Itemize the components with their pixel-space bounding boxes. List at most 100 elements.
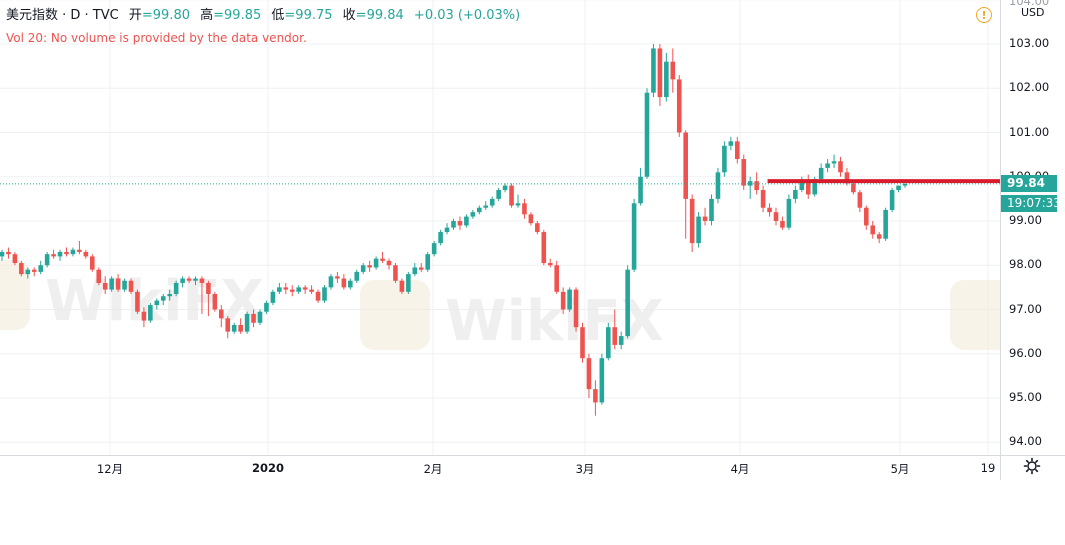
time-axis[interactable]: 12月 2020 2月 3月 4月 5月 19 bbox=[0, 455, 1000, 480]
time-tick-label: 12月 bbox=[96, 462, 124, 476]
candle-body bbox=[51, 254, 56, 257]
candle-body bbox=[141, 311, 147, 321]
price-tick-label: 95.00 bbox=[1009, 390, 1042, 404]
candle-body bbox=[264, 302, 269, 312]
candle-body bbox=[554, 265, 559, 292]
candle-body bbox=[825, 163, 830, 168]
candle-body bbox=[618, 336, 624, 345]
candle-body bbox=[470, 212, 476, 217]
candle-body bbox=[612, 327, 618, 345]
candle-body bbox=[90, 256, 95, 270]
chart-header: 美元指数 · D · TVC 开=99.80 高=99.85 低=99.75 收… bbox=[6, 4, 520, 23]
time-tick-label: 5月 bbox=[890, 462, 910, 476]
symbol-title[interactable]: 美元指数 · D · TVC bbox=[6, 8, 119, 23]
price-tick-label: 101.00 bbox=[1009, 124, 1050, 139]
candle-body bbox=[651, 48, 656, 93]
candle-body bbox=[367, 265, 372, 268]
candle-body bbox=[341, 278, 347, 288]
candle-body bbox=[876, 234, 882, 239]
watermark-logo bbox=[950, 280, 1000, 350]
candle-body bbox=[102, 282, 108, 290]
price-tick-label: 98.00 bbox=[1009, 257, 1042, 272]
candle-body bbox=[560, 291, 566, 310]
candle-body bbox=[715, 172, 721, 199]
warning-icon[interactable]: ! bbox=[976, 7, 992, 23]
candle-body bbox=[670, 61, 676, 80]
candle-body bbox=[212, 294, 218, 310]
candle-body bbox=[741, 159, 747, 186]
low-value: =99.75 bbox=[284, 8, 333, 23]
candle-body bbox=[354, 271, 360, 281]
candle-body bbox=[57, 251, 63, 257]
candle-body bbox=[773, 212, 779, 221]
watermark-logo bbox=[0, 260, 30, 330]
candle-body bbox=[186, 278, 192, 281]
candle-body bbox=[12, 254, 18, 264]
candle-body bbox=[289, 289, 295, 292]
candle-body bbox=[386, 260, 392, 266]
candle-body bbox=[599, 358, 605, 403]
price-axis[interactable]: 104.00 USD 103.00102.00101.00100.0099.00… bbox=[1000, 0, 1065, 455]
candle-body bbox=[722, 145, 727, 173]
time-tick-label: 2月 bbox=[423, 462, 443, 476]
candle-body bbox=[77, 249, 82, 252]
high-label: 高 bbox=[200, 8, 214, 23]
candle-body bbox=[735, 141, 740, 160]
candle-body bbox=[644, 92, 650, 177]
candle-body bbox=[709, 198, 714, 221]
candle-body bbox=[805, 181, 811, 195]
candle-body bbox=[251, 313, 256, 323]
candle-body bbox=[135, 291, 140, 312]
price-tick-label: 99.00 bbox=[1009, 213, 1042, 227]
candle-body bbox=[96, 269, 102, 283]
candle-body bbox=[335, 276, 340, 279]
watermark-text: WikiFX bbox=[445, 289, 664, 354]
candle-body bbox=[373, 258, 379, 268]
candle-body bbox=[122, 280, 127, 290]
candle-body bbox=[180, 278, 185, 283]
candle-body bbox=[767, 207, 772, 213]
candle-body bbox=[360, 265, 366, 272]
candle-body bbox=[812, 178, 817, 195]
candle-body bbox=[270, 291, 276, 303]
candle-body bbox=[244, 313, 250, 332]
candle-body bbox=[586, 358, 592, 390]
candle-body bbox=[676, 79, 682, 133]
candle-body bbox=[438, 232, 443, 244]
price-tick-label: 96.00 bbox=[1009, 345, 1042, 360]
candle-body bbox=[309, 289, 314, 292]
candle-body bbox=[664, 61, 669, 98]
candle-body bbox=[728, 141, 734, 146]
candle-body bbox=[348, 280, 353, 288]
candle-body bbox=[19, 263, 24, 275]
close-label: 收 bbox=[342, 8, 356, 23]
time-tick-label: 4月 bbox=[730, 462, 750, 476]
price-tick-label: 103.00 bbox=[1009, 36, 1050, 50]
candle-body bbox=[44, 254, 50, 266]
candle-body bbox=[406, 274, 411, 292]
candle-body bbox=[399, 280, 405, 292]
candle-body bbox=[606, 327, 611, 359]
candle-body bbox=[657, 48, 663, 98]
candle-body bbox=[760, 190, 766, 208]
chart-pane[interactable]: WikiFXWikiFXWikiFX 美元指数 · D · TVC 开=99.8… bbox=[0, 0, 1000, 455]
open-value: =99.80 bbox=[141, 8, 190, 23]
candle-body bbox=[83, 251, 89, 257]
candle-body bbox=[283, 287, 289, 290]
gear-icon[interactable] bbox=[1022, 456, 1042, 476]
candle-body bbox=[793, 190, 798, 199]
candlestick-chart: WikiFXWikiFXWikiFX bbox=[0, 0, 1000, 455]
candle-body bbox=[206, 282, 211, 295]
candle-body bbox=[199, 278, 205, 283]
candle-body bbox=[70, 249, 76, 255]
candle-body bbox=[638, 176, 643, 204]
candle-body bbox=[799, 181, 805, 191]
candle-body bbox=[425, 254, 430, 270]
candle-body bbox=[696, 216, 701, 244]
candle-body bbox=[889, 190, 895, 210]
candle-body bbox=[173, 282, 179, 295]
candle-body bbox=[25, 269, 31, 275]
countdown-badge: 19:07:33 bbox=[1001, 195, 1061, 212]
candle-body bbox=[483, 205, 489, 208]
candle-body bbox=[857, 192, 863, 208]
